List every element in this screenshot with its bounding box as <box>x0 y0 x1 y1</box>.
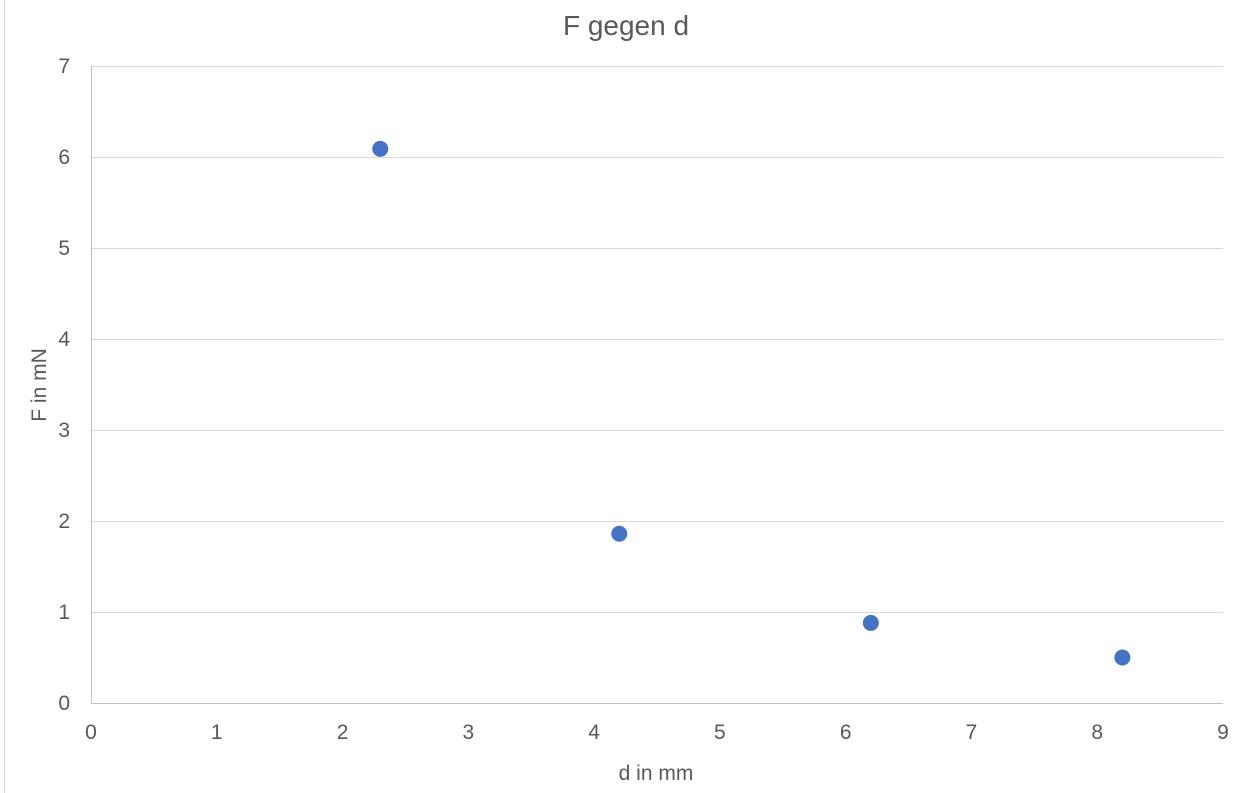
y-tick-label: 1 <box>58 601 70 624</box>
x-tick-label: 1 <box>211 721 223 744</box>
y-tick-label: 0 <box>58 692 70 715</box>
y-tick-label: 4 <box>58 328 70 351</box>
x-tick-label: 3 <box>462 721 474 744</box>
y-tick-label: 5 <box>58 237 70 260</box>
grid-lines <box>91 66 1223 613</box>
data-point <box>611 525 628 542</box>
axes <box>91 66 1223 704</box>
y-tick-labels: 0 1 2 3 4 5 6 7 <box>58 55 70 715</box>
data-point <box>372 140 389 157</box>
chart-title: F gegen d <box>563 10 689 41</box>
y-axis-title: F in mN <box>28 348 51 422</box>
x-tick-label: 5 <box>714 721 726 744</box>
x-tick-label: 4 <box>588 721 600 744</box>
x-tick-label: 0 <box>85 721 97 744</box>
y-tick-label: 6 <box>58 146 70 169</box>
y-tick-label: 7 <box>58 55 70 78</box>
x-tick-labels: 0 1 2 3 4 5 6 7 8 9 <box>85 721 1229 744</box>
data-point <box>1114 649 1131 666</box>
x-tick-label: 2 <box>337 721 349 744</box>
data-points <box>372 140 1131 666</box>
x-tick-label: 9 <box>1217 721 1229 744</box>
data-point <box>862 614 879 631</box>
x-tick-label: 8 <box>1091 721 1103 744</box>
x-tick-label: 7 <box>966 721 978 744</box>
x-tick-label: 6 <box>840 721 852 744</box>
x-axis-title: d in mm <box>619 762 694 785</box>
y-tick-label: 2 <box>58 510 70 533</box>
y-tick-label: 3 <box>58 419 70 442</box>
